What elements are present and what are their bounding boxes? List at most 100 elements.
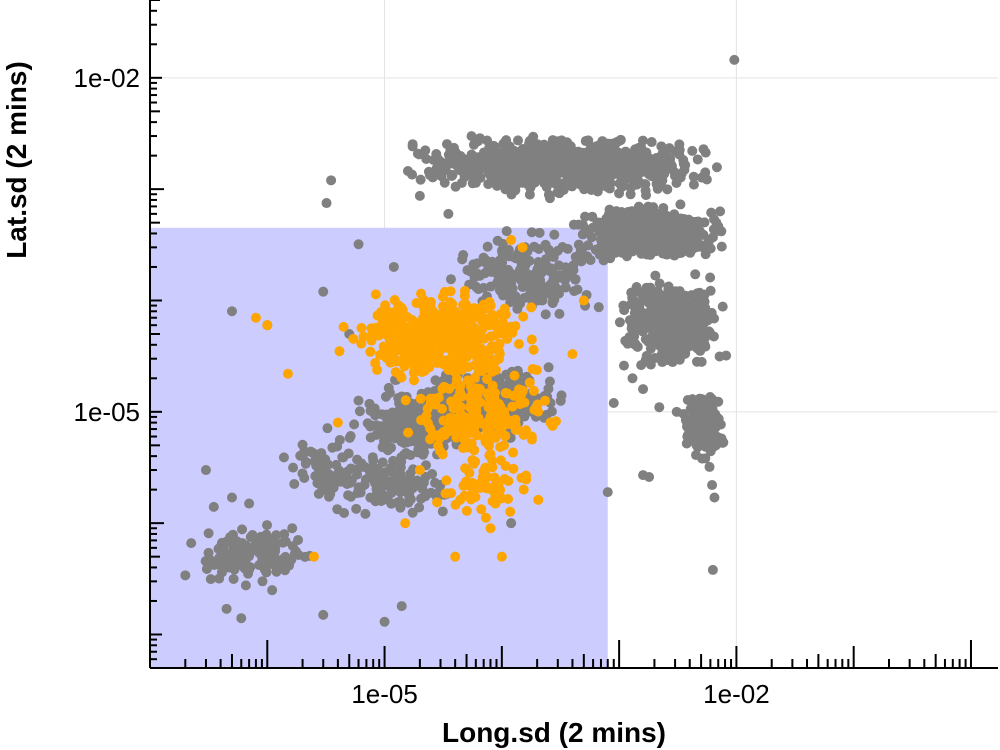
data-point xyxy=(676,230,687,241)
data-point xyxy=(389,295,400,306)
data-point xyxy=(407,139,418,150)
data-point xyxy=(580,227,591,238)
data-point xyxy=(367,420,378,431)
data-point xyxy=(524,377,535,388)
data-point xyxy=(201,564,212,575)
data-point xyxy=(483,437,494,448)
data-point xyxy=(352,469,363,480)
y-tick-label: 1e-02 xyxy=(74,63,141,93)
data-point xyxy=(398,353,409,364)
data-point xyxy=(643,201,654,212)
data-point xyxy=(476,504,487,515)
data-point xyxy=(534,227,545,238)
data-point xyxy=(422,330,433,341)
data-point xyxy=(443,208,454,219)
data-point xyxy=(284,557,295,568)
data-point xyxy=(603,164,614,175)
data-point xyxy=(643,336,654,347)
data-point xyxy=(414,353,425,364)
data-point xyxy=(483,168,494,179)
data-point xyxy=(649,314,660,325)
data-point xyxy=(616,156,627,167)
data-point xyxy=(462,442,473,453)
data-point xyxy=(481,470,492,481)
data-point xyxy=(484,397,495,408)
data-point xyxy=(495,441,506,452)
data-point xyxy=(451,373,462,384)
data-point xyxy=(237,524,248,535)
data-point xyxy=(392,315,403,326)
data-point xyxy=(322,423,333,434)
data-point xyxy=(317,455,328,466)
data-point xyxy=(487,380,498,391)
data-point xyxy=(509,370,520,381)
data-point xyxy=(450,147,461,158)
data-point xyxy=(461,505,472,516)
data-point xyxy=(619,305,630,316)
data-point xyxy=(392,497,403,508)
data-point xyxy=(634,214,645,225)
data-point xyxy=(531,172,542,183)
data-point xyxy=(439,177,450,188)
data-point xyxy=(454,392,465,403)
data-point xyxy=(641,286,652,297)
x-tick-label: 1e-02 xyxy=(703,679,770,709)
data-point xyxy=(332,417,343,428)
data-point xyxy=(360,474,371,485)
data-point xyxy=(708,442,719,453)
data-point xyxy=(703,237,714,248)
data-point xyxy=(688,421,699,432)
data-point xyxy=(205,574,216,585)
data-point xyxy=(365,463,376,474)
data-point xyxy=(435,335,446,346)
data-point xyxy=(486,415,497,426)
data-point xyxy=(502,333,513,344)
data-point xyxy=(379,616,390,627)
data-point xyxy=(376,426,387,437)
data-point xyxy=(221,550,232,561)
data-point xyxy=(526,227,537,238)
data-point xyxy=(696,356,707,367)
data-point xyxy=(494,338,505,349)
data-point xyxy=(494,349,505,360)
data-point xyxy=(263,533,274,544)
data-point xyxy=(717,301,728,312)
data-point xyxy=(200,465,211,476)
data-point xyxy=(649,353,660,364)
data-point xyxy=(301,456,312,467)
data-point xyxy=(496,551,507,562)
data-point xyxy=(700,249,711,260)
data-point xyxy=(548,268,559,279)
data-point xyxy=(638,470,649,481)
data-point xyxy=(631,179,642,190)
data-point xyxy=(456,364,467,375)
data-point xyxy=(458,299,469,310)
y-axis-title: Lat.sd (2 mins) xyxy=(1,61,32,259)
data-point xyxy=(437,291,448,302)
data-point xyxy=(440,488,451,499)
data-point xyxy=(257,576,268,587)
data-point xyxy=(500,460,511,471)
data-point xyxy=(250,312,261,323)
data-point xyxy=(554,308,565,319)
data-point xyxy=(690,412,701,423)
data-point xyxy=(427,337,438,348)
data-point xyxy=(414,465,425,476)
data-point xyxy=(496,287,507,298)
data-point xyxy=(203,547,214,558)
data-point xyxy=(570,251,581,262)
data-point xyxy=(497,248,508,259)
data-point xyxy=(262,520,273,531)
data-point xyxy=(250,539,261,550)
data-point xyxy=(499,430,510,441)
data-point xyxy=(526,302,537,313)
data-point xyxy=(694,320,705,331)
data-point xyxy=(237,538,248,549)
data-point xyxy=(650,208,661,219)
data-point xyxy=(450,499,461,510)
data-point xyxy=(278,452,289,463)
data-point xyxy=(624,332,635,343)
data-point xyxy=(405,494,416,505)
data-point xyxy=(578,295,589,306)
data-point xyxy=(652,288,663,299)
